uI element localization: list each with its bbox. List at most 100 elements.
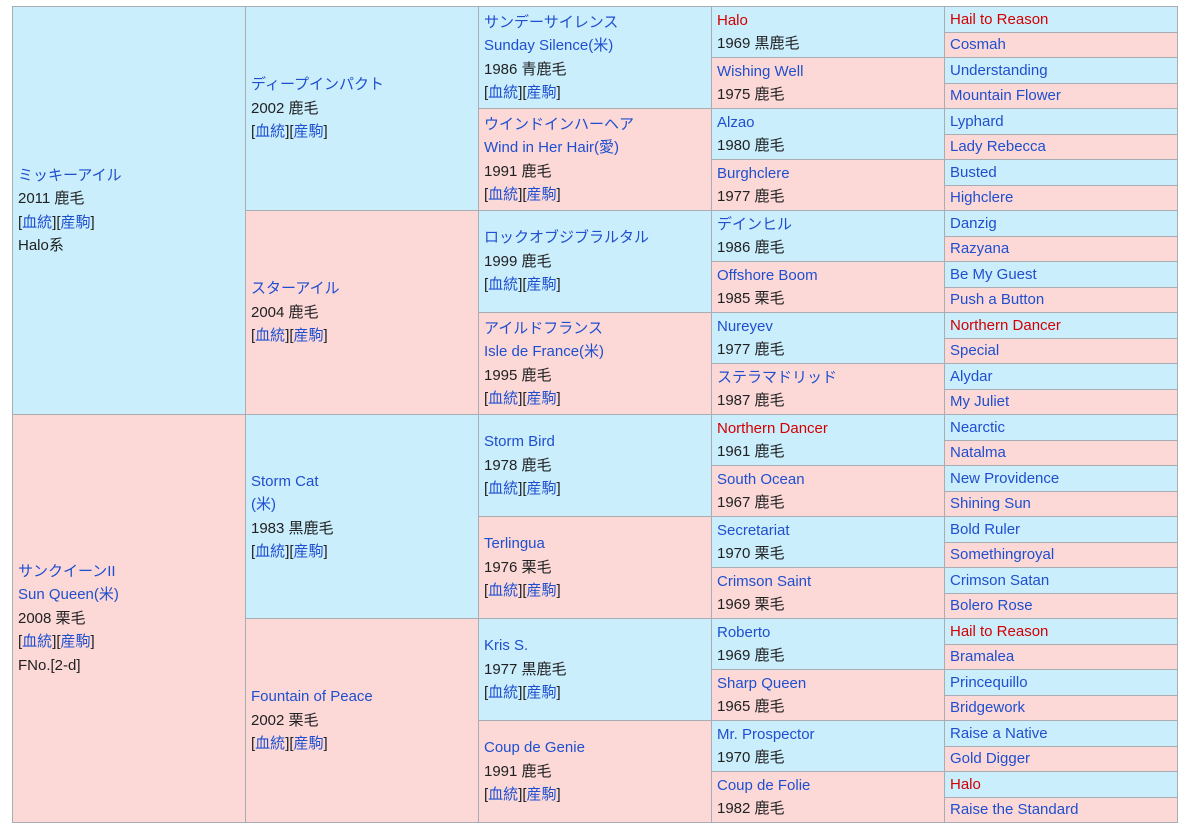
horse-name[interactable]: Offshore Boom (717, 266, 818, 284)
horse-name[interactable]: ディープインパクト (251, 76, 385, 94)
horse-name[interactable]: Danzig (950, 214, 997, 232)
horse-name[interactable]: Alzao (717, 113, 755, 131)
pedigree-row: Bramalea (13, 643, 1178, 670)
horse-name[interactable]: デインヒル (717, 215, 793, 233)
horse-name[interactable]: ロックオブジブラルタル (484, 229, 650, 247)
horse-name[interactable]: Mountain Flower (950, 87, 1061, 104)
ref-link[interactable]: 血統 (255, 123, 286, 141)
ref-link[interactable]: 産駒 (293, 327, 324, 345)
horse-name[interactable]: Halo (950, 775, 981, 793)
horse-name[interactable]: Natalma (950, 444, 1006, 461)
horse-name[interactable]: Raise a Native (950, 724, 1048, 742)
horse-name[interactable]: (米) (251, 496, 276, 513)
horse-cell: ステラマドリッド 1987 鹿毛 (711, 363, 945, 415)
horse-name[interactable]: Sun Queen(米) (18, 586, 119, 604)
horse-name[interactable]: Somethingroyal (950, 546, 1055, 563)
horse-name[interactable]: Wishing Well (717, 62, 804, 80)
horse-name[interactable]: Raise the Standard (950, 801, 1079, 818)
ref-link[interactable]: 血統 (255, 327, 286, 345)
ref-link[interactable]: 産駒 (293, 735, 324, 753)
horse-name[interactable]: Highclere (950, 189, 1014, 206)
horse-name[interactable]: Halo (717, 11, 748, 29)
horse-name[interactable]: Bolero Rose (950, 597, 1033, 614)
horse-name[interactable]: Gold Digger (950, 750, 1031, 767)
ref-link[interactable]: 血統 (22, 633, 53, 651)
horse-cell: Somethingroyal (944, 541, 1178, 568)
ref-link[interactable]: 血統 (488, 390, 519, 407)
ref-link[interactable]: 血統 (488, 582, 519, 600)
horse-name[interactable]: Push a Button (950, 291, 1045, 308)
horse-name[interactable]: Princequillo (950, 673, 1028, 691)
horse-name[interactable]: Hail to Reason (950, 10, 1049, 28)
horse-name[interactable]: ステラマドリッド (717, 368, 838, 386)
horse-name[interactable]: Lady Rebecca (950, 138, 1046, 155)
horse-name[interactable]: Bramalea (950, 648, 1015, 665)
horse-name[interactable]: New Providence (950, 469, 1060, 487)
horse-name[interactable]: Nearctic (950, 418, 1006, 436)
ref-link[interactable]: 血統 (255, 735, 286, 753)
horse-name[interactable]: Understanding (950, 61, 1048, 79)
horse-name[interactable]: Sharp Queen (717, 674, 807, 692)
ref-link[interactable]: 血統 (488, 276, 519, 294)
horse-name[interactable]: Isle de France(米) (484, 343, 605, 360)
horse-name[interactable]: Coup de Folie (717, 776, 811, 794)
horse-name[interactable]: Roberto (717, 623, 771, 641)
horse-name[interactable]: Northern Dancer (950, 316, 1061, 334)
horse-name[interactable]: Secretariat (717, 521, 790, 539)
ref-link[interactable]: 血統 (22, 213, 53, 231)
horse-name[interactable]: Special (950, 342, 1000, 359)
horse-name[interactable]: Bridgework (950, 699, 1026, 716)
horse-name[interactable]: South Ocean (717, 470, 805, 488)
horse-name[interactable]: ウインドインハーヘア (484, 115, 635, 133)
horse-name[interactable]: Sunday Silence(米) (484, 37, 614, 54)
horse-name[interactable]: Crimson Saint (717, 572, 812, 590)
horse-name[interactable]: Coup de Genie (484, 739, 585, 757)
horse-name[interactable]: My Juliet (950, 393, 1010, 410)
horse-name[interactable]: Burghclere (717, 164, 790, 182)
ref-link[interactable]: 産駒 (526, 186, 557, 203)
horse-name[interactable]: アイルドフランス (484, 319, 603, 337)
horse-name[interactable]: Cosmah (950, 36, 1006, 53)
ref-link[interactable]: 産駒 (526, 582, 557, 600)
ref-link[interactable]: 産駒 (526, 84, 557, 101)
ref-link[interactable]: 産駒 (293, 543, 324, 560)
horse-name[interactable]: Be My Guest (950, 265, 1037, 283)
horse-name[interactable]: Hail to Reason (950, 622, 1049, 640)
ref-link[interactable]: 産駒 (526, 684, 557, 702)
horse-name[interactable]: Storm Cat (251, 472, 319, 490)
ref-link[interactable]: 血統 (488, 786, 519, 804)
horse-name[interactable]: Terlingua (484, 535, 545, 553)
horse-name[interactable]: Lyphard (950, 112, 1004, 130)
horse-name[interactable]: Shining Sun (950, 495, 1031, 512)
ref-link[interactable]: 血統 (255, 543, 286, 560)
ref-link[interactable]: 産駒 (526, 390, 557, 407)
ref-link[interactable]: 産駒 (526, 786, 557, 804)
pedigree-row: Cosmah (13, 31, 1178, 58)
ref-link[interactable]: 産駒 (526, 276, 557, 294)
ref-link[interactable]: 血統 (488, 84, 519, 101)
horse-name[interactable]: サンクイーンII (18, 562, 116, 580)
horse-name[interactable]: Northern Dancer (717, 419, 828, 437)
horse-name[interactable]: Mr. Prospector (717, 725, 815, 743)
horse-name[interactable]: Alydar (950, 367, 993, 385)
ref-link[interactable]: 産駒 (60, 213, 91, 231)
horse-name[interactable]: ミッキーアイル (18, 166, 122, 184)
horse-name[interactable]: Crimson Satan (950, 571, 1050, 589)
horse-name[interactable]: サンデーサイレンス (484, 13, 619, 31)
bracket: [ (484, 684, 489, 702)
horse-name[interactable]: Busted (950, 163, 997, 181)
ref-link[interactable]: 産駒 (60, 633, 91, 651)
horse-name[interactable]: Bold Ruler (950, 520, 1021, 538)
ref-link[interactable]: 血統 (488, 684, 519, 702)
ref-link[interactable]: 産駒 (526, 480, 557, 498)
horse-name[interactable]: Wind in Her Hair(愛) (484, 139, 620, 156)
horse-name[interactable]: Storm Bird (484, 433, 555, 451)
ref-link[interactable]: 血統 (488, 186, 519, 203)
horse-name[interactable]: Nureyev (717, 317, 773, 335)
horse-name[interactable]: Fountain of Peace (251, 688, 373, 706)
horse-name[interactable]: スターアイル (251, 280, 340, 298)
ref-link[interactable]: 血統 (488, 480, 519, 498)
horse-name[interactable]: Kris S. (484, 637, 529, 655)
ref-link[interactable]: 産駒 (293, 123, 324, 141)
horse-name[interactable]: Razyana (950, 240, 1010, 257)
